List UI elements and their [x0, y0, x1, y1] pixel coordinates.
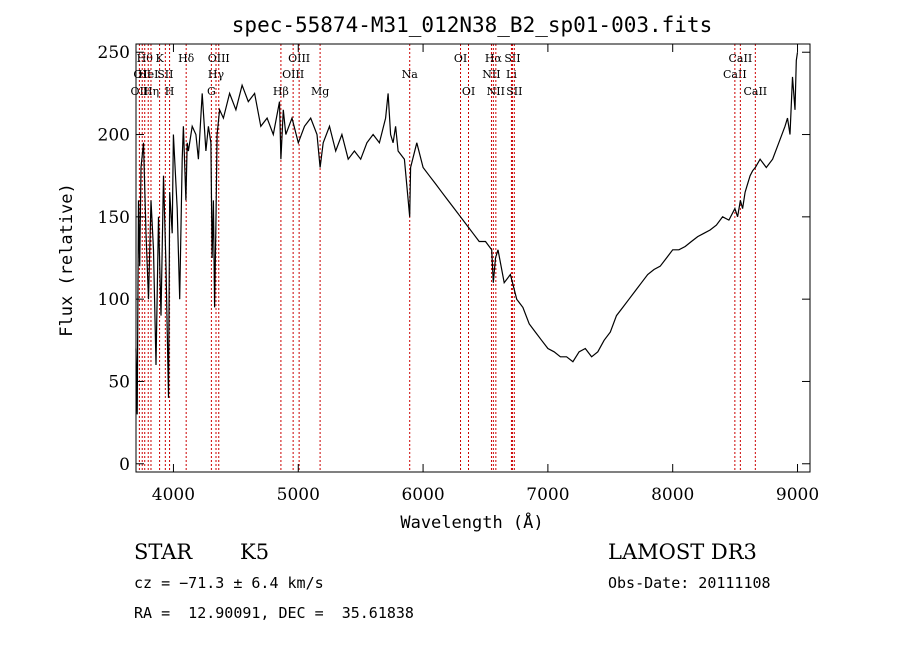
x-tick-label-2: 6000	[401, 485, 444, 505]
line-marker-label-0: OII	[131, 85, 149, 98]
spectrum-plot: spec-55874-M31_012N38_B2_sp01-003.fits O…	[57, 13, 820, 533]
x-tick-label-5: 9000	[776, 485, 819, 505]
line-marker-label-16: Na	[402, 68, 419, 81]
spectral-line-markers: OII OII Hθ HeI Hη K SII H Hδ G Hγ OIII Hβ OIII OIII Mg N…	[131, 44, 767, 472]
line-marker-label-21: NII	[487, 85, 505, 98]
y-tick-label-2: 100	[98, 290, 130, 310]
line-marker-label-7: H	[165, 85, 175, 98]
plot-frame	[135, 43, 811, 473]
line-marker-label-14: OIII	[288, 52, 310, 65]
line-marker-label-17: OI	[454, 52, 467, 65]
line-marker-label-1: OII	[133, 68, 151, 81]
x-tick-label-3: 7000	[526, 485, 569, 505]
line-marker-label-3: HeI	[138, 68, 158, 81]
redshift-text: cz = −71.3 ± 6.4 km/s	[134, 574, 324, 592]
line-marker-label-13: OIII	[282, 68, 304, 81]
line-marker-label-20: Hα	[485, 52, 503, 65]
object-subclass: K5	[240, 540, 270, 564]
line-marker-label-4: Hη	[143, 85, 159, 98]
x-axis-label: Wavelength (Å)	[400, 511, 543, 533]
y-tick-label-0: 0	[119, 455, 130, 475]
line-marker-label-11: OIII	[208, 52, 230, 65]
line-marker-label-12: Hβ	[273, 85, 289, 98]
y-axis-label: Flux (relative)	[57, 183, 77, 337]
line-marker-label-15: Mg	[311, 85, 329, 98]
line-marker-label-5: K	[155, 52, 164, 65]
x-tick-label-1: 5000	[277, 485, 320, 505]
coordinates-text: RA = 12.90091, DEC = 35.61838	[134, 604, 414, 622]
y-tick-label-4: 200	[98, 126, 130, 146]
line-marker-label-25: CaII	[723, 68, 747, 81]
series-flux	[135, 52, 799, 415]
line-marker-label-26: CaII	[729, 52, 753, 65]
y-tick-label-1: 50	[108, 372, 130, 392]
obs-date: Obs-Date: 20111108	[608, 574, 771, 592]
survey-name: LAMOST DR3	[608, 540, 757, 564]
line-marker-label-19: NII	[482, 68, 500, 81]
y-tick-label-5: 250	[98, 43, 130, 63]
line-marker-label-9: G	[207, 85, 216, 98]
x-tick-label-4: 8000	[651, 485, 694, 505]
y-tick-label-3: 150	[98, 208, 130, 228]
line-marker-label-23: SII	[504, 52, 520, 65]
line-marker-label-8: Hδ	[178, 52, 195, 65]
axis-ticks: 4000 5000 6000 7000 8000 9000 0 50 100 150 200 250	[98, 43, 820, 505]
x-tick-label-0: 4000	[152, 485, 195, 505]
line-marker-label-22: Li	[506, 68, 517, 81]
line-marker-label-6: SII	[157, 68, 173, 81]
line-marker-label-10: Hγ	[208, 68, 225, 81]
line-marker-label-24: SII	[506, 85, 522, 98]
chart-title: spec-55874-M31_012N38_B2_sp01-003.fits	[232, 13, 712, 37]
line-marker-label-2: Hθ	[137, 52, 154, 65]
line-marker-label-27: CaII	[743, 85, 767, 98]
object-class: STAR	[134, 540, 193, 564]
line-marker-label-18: OI	[462, 85, 475, 98]
